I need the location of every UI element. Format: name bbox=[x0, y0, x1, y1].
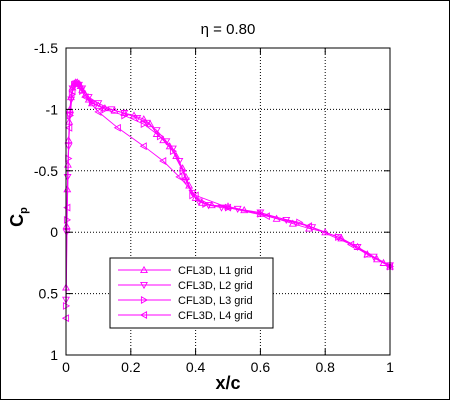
data-point bbox=[84, 94, 93, 102]
data-point bbox=[65, 123, 73, 132]
plot-area-border bbox=[65, 47, 391, 356]
legend-marker bbox=[140, 281, 148, 290]
legend-item: CFL3D, L3 grid bbox=[118, 295, 253, 307]
legend-label: CFL3D, L2 grid bbox=[178, 280, 253, 292]
legend-label: CFL3D, L4 grid bbox=[178, 310, 253, 322]
legend-label: CFL3D, L3 grid bbox=[178, 295, 253, 307]
data-point bbox=[191, 191, 199, 200]
chart-title: η = 0.80 bbox=[201, 21, 256, 38]
data-point bbox=[159, 157, 167, 165]
y-tick-label: 0 bbox=[50, 224, 58, 240]
data-point bbox=[63, 203, 71, 212]
x-tick-label: 0.4 bbox=[186, 359, 206, 375]
y-tick-label: -1 bbox=[46, 101, 59, 117]
data-point bbox=[68, 87, 76, 95]
data-point bbox=[364, 250, 372, 259]
data-point bbox=[120, 110, 129, 118]
data-point bbox=[223, 203, 232, 212]
data-point bbox=[140, 120, 148, 129]
data-point bbox=[139, 115, 148, 123]
legend-marker bbox=[140, 296, 149, 304]
data-point bbox=[94, 101, 103, 109]
data-point bbox=[346, 240, 355, 249]
x-tick-label: 0.2 bbox=[121, 359, 141, 375]
y-axis-label-main: C bbox=[7, 214, 27, 227]
data-point bbox=[194, 198, 203, 206]
legend-marker bbox=[139, 311, 148, 319]
y-axis-label: Cp bbox=[7, 207, 30, 227]
y-tick-label: 1 bbox=[50, 347, 58, 363]
legend-item: CFL3D, L4 grid bbox=[118, 310, 253, 322]
data-point bbox=[73, 80, 81, 89]
legend: CFL3D, L1 grid CFL3D, L2 grid CFL3D, L3 gr… bbox=[109, 257, 274, 329]
svg-text:Cp: Cp bbox=[7, 207, 30, 227]
data-point bbox=[288, 219, 297, 227]
series-layer bbox=[61, 78, 395, 323]
grid-lines bbox=[66, 48, 390, 355]
data-point bbox=[133, 114, 142, 123]
x-tick-label: 0 bbox=[62, 359, 70, 375]
data-point bbox=[175, 172, 183, 181]
y-tick-label: 0.5 bbox=[39, 286, 59, 302]
data-point bbox=[101, 105, 110, 114]
data-point bbox=[179, 166, 187, 175]
data-point bbox=[113, 123, 121, 132]
data-point bbox=[189, 191, 197, 200]
data-point bbox=[107, 106, 116, 114]
series-line bbox=[65, 84, 391, 319]
x-axis-label: x/c bbox=[215, 373, 240, 393]
series-4 bbox=[61, 80, 394, 323]
data-point bbox=[139, 142, 147, 151]
data-point bbox=[334, 234, 343, 242]
data-point bbox=[81, 93, 89, 102]
data-point bbox=[204, 202, 213, 210]
data-point bbox=[94, 107, 102, 116]
y-tick-label: -1.5 bbox=[34, 40, 58, 56]
data-point bbox=[152, 127, 161, 135]
axis-ticks: 0 0.2 0.4 0.6 0.8 1 -1.5 -1 -0.5 0 0.5 1 bbox=[34, 40, 394, 375]
data-point bbox=[156, 132, 165, 141]
data-point bbox=[191, 193, 200, 201]
data-point bbox=[202, 200, 210, 208]
data-point bbox=[262, 212, 270, 221]
data-point bbox=[94, 100, 103, 108]
x-tick-label: 0.6 bbox=[251, 359, 271, 375]
legend-label: CFL3D, L1 grid bbox=[178, 265, 253, 277]
x-tick-label: 1 bbox=[386, 359, 394, 375]
legend-marker bbox=[140, 265, 148, 274]
y-tick-label: -0.5 bbox=[34, 163, 58, 179]
y-axis-label-subscript: p bbox=[18, 207, 30, 214]
x-tick-label: 0.8 bbox=[315, 359, 335, 375]
legend-item: CFL3D, L2 grid bbox=[118, 280, 253, 292]
data-point bbox=[304, 222, 313, 231]
data-point bbox=[121, 111, 129, 120]
legend-item: CFL3D, L1 grid bbox=[118, 265, 253, 277]
data-point bbox=[169, 147, 178, 156]
